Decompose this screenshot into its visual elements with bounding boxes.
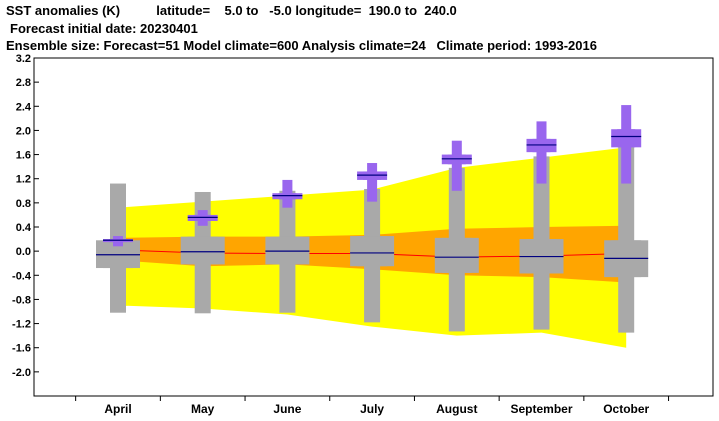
model-climate-boxes <box>96 146 649 333</box>
forecast-boxes <box>103 105 642 247</box>
chart-title-line: SST anomalies (K) latitude= 5.0 to -5.0 … <box>6 3 457 18</box>
x-tick-label: April <box>104 402 131 416</box>
y-tick-label: 0.8 <box>16 198 31 210</box>
forecast-box <box>357 171 388 180</box>
model-climate-box <box>434 237 479 273</box>
forecast-box <box>187 214 218 221</box>
x-tick-label: September <box>510 402 572 416</box>
y-tick-label: -1.2 <box>12 319 31 331</box>
y-tick-label: -2.0 <box>12 367 31 379</box>
forecast-box <box>526 138 557 153</box>
model-climate-whisker <box>618 146 635 333</box>
model-climate-box <box>180 236 225 265</box>
y-tick-label: 2.8 <box>16 77 31 89</box>
forecast-box <box>441 154 472 165</box>
y-tick-label: 0.4 <box>16 222 32 234</box>
y-tick-label: 0.0 <box>16 246 31 258</box>
x-tick-label: August <box>436 402 477 416</box>
y-tick-label: 1.2 <box>16 174 31 186</box>
model-climate-box <box>265 236 310 265</box>
forecast-date-line: Forecast initial date: 20230401 <box>10 21 198 36</box>
x-tick-label: June <box>273 402 301 416</box>
chart-axes: 3.2 2.8 2.4 2.0 1.6 1.2 0.8 0.4 0.0 -0.4 -0.8 -1.2 -… <box>12 53 714 416</box>
y-tick-label: 1.6 <box>16 150 31 162</box>
ensemble-info-line: Ensemble size: Forecast=51 Model climate… <box>6 38 597 53</box>
x-tick-label: July <box>360 402 384 416</box>
y-tick-label: -0.4 <box>12 270 32 282</box>
y-tick-label: 2.0 <box>16 125 31 137</box>
y-tick-label: 2.4 <box>16 101 32 113</box>
forecast-whisker <box>367 163 378 202</box>
forecast-box <box>272 193 303 200</box>
x-tick-label: May <box>191 402 215 416</box>
chart-header: SST anomalies (K) latitude= 5.0 to -5.0 … <box>0 0 719 56</box>
y-tick-label: -1.6 <box>12 343 31 355</box>
forecast-whisker <box>451 140 462 191</box>
y-tick-label: -0.8 <box>12 294 31 306</box>
forecast-box <box>611 129 642 148</box>
forecast-whisker <box>536 121 547 184</box>
y-tick-label: 3.2 <box>16 53 31 65</box>
x-tick-label: October <box>603 402 649 416</box>
model-climate-box <box>350 236 395 267</box>
